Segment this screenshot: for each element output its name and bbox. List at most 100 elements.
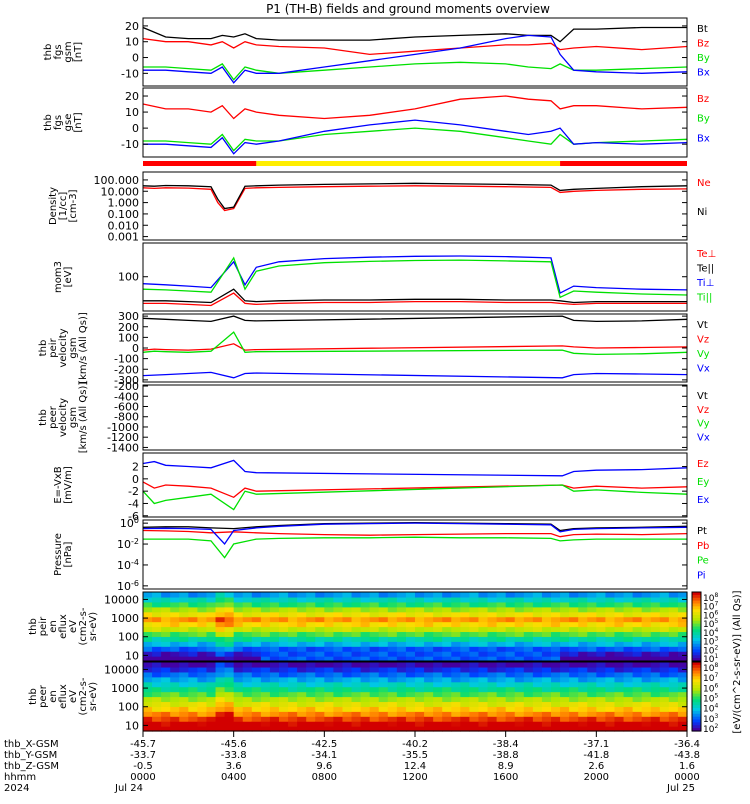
spectrogram-cell: [324, 721, 334, 727]
spectrogram-cell: [324, 691, 334, 698]
spectrogram-cell: [505, 686, 516, 693]
spectrogram-cell: [188, 691, 198, 698]
spectrogram-cell: [233, 691, 244, 698]
spectrogram-cell: [342, 601, 353, 608]
spectrogram-cell: [315, 641, 325, 647]
spectrogram-cell: [206, 701, 217, 707]
spectrogram-cell: [251, 611, 262, 618]
z-gsm-value: 12.4: [404, 761, 426, 772]
spectrogram-cell: [206, 656, 217, 662]
legend-Bt: Bt: [697, 24, 708, 35]
spectrogram-cell: [614, 611, 625, 618]
spectrogram-cell: [496, 721, 507, 727]
spectrogram-cell: [324, 656, 334, 662]
spectrogram-cell: [242, 721, 253, 727]
spectrogram-cell: [469, 606, 480, 613]
colorbar-tick: 102: [703, 644, 718, 656]
spectrogram-cell: [560, 671, 570, 678]
spectrogram-cell: [469, 686, 480, 693]
spectrogram-cell: [487, 711, 498, 717]
spectrogram-cell: [297, 711, 307, 717]
spectrogram-cell: [415, 651, 425, 657]
spectrogram-cell: [197, 666, 208, 673]
colorbar-cell: [692, 673, 701, 677]
spectrogram-cell: [260, 651, 271, 657]
spectrogram-cell: [288, 716, 298, 722]
spectrogram-cell: [505, 636, 516, 642]
spectrogram-cell: [306, 596, 316, 603]
spectrogram-cell: [242, 611, 253, 618]
spectrogram-cell: [496, 671, 507, 678]
spectrogram-cell: [342, 636, 353, 642]
spectrogram-cell: [260, 711, 271, 717]
spectrogram-cell: [161, 641, 171, 647]
spectrogram-cell: [505, 621, 516, 628]
spectrogram-cell: [233, 606, 244, 613]
spectrogram-cell: [460, 666, 470, 673]
spectrogram-cell: [605, 701, 616, 707]
y-tick-label: 100: [118, 701, 139, 714]
colorbar-cell: [692, 603, 701, 607]
spectrogram-cell: [260, 626, 271, 633]
spectrogram-cell: [297, 651, 307, 657]
spectrogram-cell: [297, 662, 307, 668]
spectrogram-cell: [269, 691, 280, 698]
spectrogram-cell: [333, 621, 344, 628]
spectrogram-cell: [415, 626, 425, 633]
spectrogram-cell: [188, 716, 198, 722]
spectrogram-cell: [260, 721, 271, 727]
spectrogram-cell: [496, 666, 507, 673]
spectrogram-cell: [605, 631, 616, 637]
colorbar-tick: 104: [703, 703, 718, 715]
spectrogram-cell: [315, 636, 325, 642]
spectrogram-cell: [378, 662, 389, 668]
x-gsm-value: -42.5: [311, 739, 337, 750]
spectrogram-cell: [215, 596, 226, 603]
spectrogram-cell: [523, 662, 534, 668]
series-Pe-line: [143, 536, 687, 559]
spectrogram-cell: [297, 641, 307, 647]
y-axis-label: [mV/m]: [63, 466, 74, 504]
spectrogram-cell: [460, 626, 470, 633]
spectrogram-cell: [369, 606, 380, 613]
spectrogram-cell: [623, 701, 634, 707]
spectrogram-cell: [233, 596, 244, 603]
spectrogram-cell: [532, 592, 543, 598]
spectrogram-cell: [532, 676, 543, 683]
colorbar-cell: [692, 696, 701, 700]
spectrogram-cell: [396, 626, 407, 633]
spectrogram-cell: [514, 691, 525, 698]
spectrogram-cell: [469, 726, 480, 732]
spectrogram-cell: [433, 641, 443, 647]
spectrogram-cell: [433, 671, 443, 678]
spectrogram-cell: [478, 662, 489, 668]
spectrogram-cell: [306, 651, 316, 657]
spectrogram-cell: [496, 651, 507, 657]
spectrogram-cell: [315, 686, 325, 693]
spectrogram-cell: [677, 701, 688, 707]
spectrogram-cell: [587, 696, 597, 703]
spectrogram-cell: [614, 616, 625, 623]
spectrogram-cell: [324, 636, 334, 642]
spectrogram-cell: [551, 646, 561, 652]
spectrogram-cell: [460, 641, 470, 647]
spectrogram-cell: [614, 662, 625, 668]
spectrogram-cell: [143, 611, 153, 618]
spectrogram-cell: [478, 681, 489, 688]
spectrogram-cell: [269, 662, 280, 668]
spectrogram-cell: [260, 696, 271, 703]
colorbar-cell: [692, 629, 701, 633]
spectrogram-cell: [152, 711, 162, 717]
spectrogram-cell: [478, 646, 489, 652]
colorbar-cell: [692, 646, 701, 651]
spectrogram-cell: [224, 646, 235, 652]
spectrogram-cell: [269, 686, 280, 693]
spectrogram-cell: [279, 676, 289, 683]
spectrogram-cell: [487, 716, 498, 722]
legend-Vx: Vx: [697, 432, 710, 443]
spectrogram-cell: [442, 601, 452, 608]
y-axis-label: thb: [38, 340, 49, 357]
